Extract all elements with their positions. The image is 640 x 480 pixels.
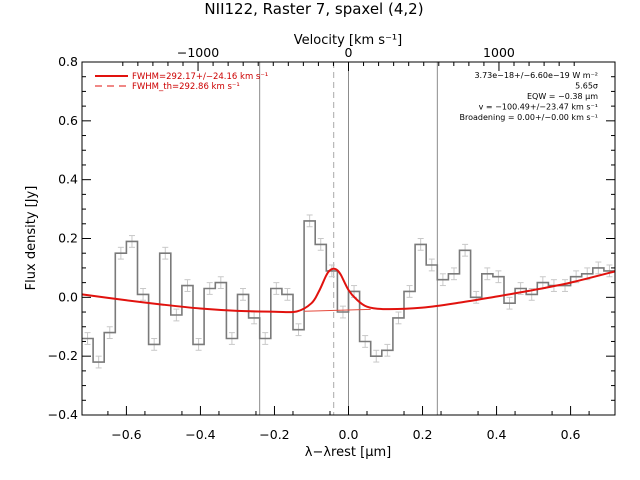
y-tick-label: 0.2 (58, 231, 78, 246)
top-tick-label: −1000 (177, 45, 219, 60)
legend-label: FWHM_th=292.86 km s⁻¹ (132, 82, 240, 92)
fit-annotation: 5.65σ (575, 82, 598, 91)
x-tick-label: 0.4 (487, 427, 507, 442)
x-tick-label: −0.2 (259, 427, 289, 442)
fit-series (81, 267, 616, 314)
y-axis-label: Flux density [Jy] (24, 186, 39, 291)
chart-title: NII122, Raster 7, spaxel (4,2) (204, 0, 423, 18)
x-tick-label: −0.4 (185, 427, 215, 442)
y-tick-label: 0.4 (58, 172, 78, 187)
top-tick-label: 1000 (483, 45, 515, 60)
plot-axes: −0.6 −0.4 −0.2 0.0 0.2 0.4 0.6 −0.4 −0.2 0.0 0.2 0.… (48, 45, 616, 442)
x-tick-label: −0.6 (111, 427, 141, 442)
x-tick-label: 0.2 (413, 427, 433, 442)
top-axis-label: Velocity [km s⁻¹] (294, 33, 402, 48)
top-tick-label: 0 (345, 45, 353, 60)
fit-annotation: 3.73e−18+/−6.60e−19 W m⁻² (474, 71, 598, 80)
continuum-line (304, 308, 371, 312)
y-tick-label: −0.2 (48, 348, 78, 363)
fit-line (81, 267, 616, 314)
x-tick-label: 0.0 (339, 427, 359, 442)
fit-annotation: v = −100.49+/−23.47 km s⁻¹ (479, 103, 598, 112)
y-tick-label: −0.4 (48, 407, 78, 422)
y-tick-label: 0.8 (58, 54, 78, 69)
x-axis-label: λ−λrest [μm] (305, 445, 391, 460)
fit-annotation: Broadening = 0.00+/−0.00 km s⁻¹ (460, 113, 598, 122)
fit-annotation: EQW = −0.38 μm (527, 92, 598, 101)
reference-lines (259, 62, 438, 415)
spectrum-series (82, 220, 615, 363)
legend-label: FWHM=292.17+/−24.16 km s⁻¹ (132, 72, 268, 82)
spectrum-line (82, 220, 615, 363)
y-tick-label: 0.0 (58, 289, 78, 304)
x-tick-label: 0.6 (561, 427, 581, 442)
legend: FWHM=292.17+/−24.16 km s⁻¹FWHM_th=292.86… (95, 72, 268, 92)
y-tick-label: 0.6 (58, 113, 78, 128)
